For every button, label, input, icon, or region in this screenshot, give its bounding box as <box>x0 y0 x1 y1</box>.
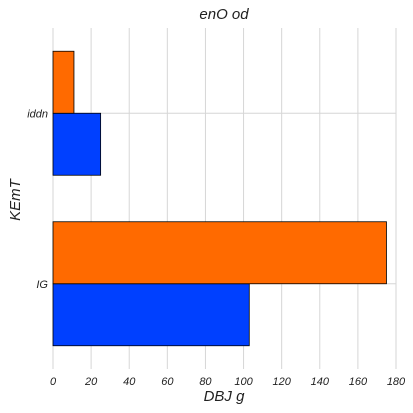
x-tick-labels: 0 20 40 60 80 100 120 140 160 180 <box>50 376 406 388</box>
x-tick-label: 80 <box>199 376 212 388</box>
x-tick-label: 180 <box>387 376 406 388</box>
x-tick-label: 60 <box>161 376 174 388</box>
bar-orange <box>52 50 75 114</box>
y-tick-label: IG <box>36 279 48 291</box>
x-tick-label: 100 <box>234 376 253 388</box>
chart-title: enO od <box>199 6 249 23</box>
y-tick-label: iddn <box>27 108 48 120</box>
y-axis-title: KEmT <box>7 177 24 221</box>
x-tick-label: 20 <box>84 376 98 388</box>
x-tick-label: 160 <box>349 376 368 388</box>
bar-blue <box>52 112 102 176</box>
x-tick-label: 0 <box>50 376 57 388</box>
bar-blue <box>52 283 250 347</box>
y-tick-labels: IG iddn <box>27 108 48 291</box>
x-tick-label: 140 <box>311 376 330 388</box>
x-axis-title: DBJ g <box>204 388 246 405</box>
bars <box>52 50 387 347</box>
x-tick-label: 40 <box>123 376 136 388</box>
bar-orange <box>52 221 387 285</box>
x-tick-label: 120 <box>272 376 291 388</box>
